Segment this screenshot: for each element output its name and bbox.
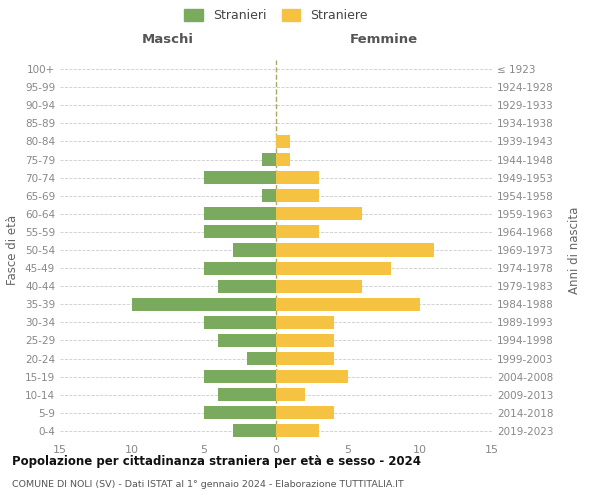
Bar (204, 262, 276, 274)
Text: Popolazione per cittadinanza straniera per età e sesso - 2024: Popolazione per cittadinanza straniera p… (12, 455, 421, 468)
Bar (276, 153, 290, 166)
Bar (233, 424, 276, 438)
Bar (247, 352, 276, 365)
Bar (218, 280, 276, 292)
Text: COMUNE DI NOLI (SV) - Dati ISTAT al 1° gennaio 2024 - Elaborazione TUTTITALIA.IT: COMUNE DI NOLI (SV) - Dati ISTAT al 1° g… (12, 480, 404, 489)
Bar (276, 135, 290, 148)
Bar (204, 370, 276, 383)
Bar (218, 388, 276, 402)
Bar (276, 424, 319, 438)
Bar (276, 244, 434, 256)
Bar (276, 406, 334, 420)
Bar (204, 226, 276, 238)
Bar (218, 334, 276, 347)
Bar (276, 388, 305, 402)
Text: Femmine: Femmine (350, 32, 418, 46)
Bar (276, 280, 362, 292)
Bar (276, 370, 348, 383)
Bar (132, 298, 276, 311)
Bar (276, 171, 319, 184)
Bar (276, 316, 334, 329)
Text: Maschi: Maschi (142, 32, 194, 46)
Bar (204, 316, 276, 329)
Bar (204, 406, 276, 420)
Y-axis label: Fasce di età: Fasce di età (7, 215, 19, 285)
Bar (276, 352, 334, 365)
Bar (262, 153, 276, 166)
Bar (276, 262, 391, 274)
Y-axis label: Anni di nascita: Anni di nascita (568, 206, 581, 294)
Bar (276, 208, 362, 220)
Legend: Stranieri, Straniere: Stranieri, Straniere (181, 6, 371, 26)
Bar (276, 189, 319, 202)
Bar (276, 226, 319, 238)
Bar (233, 244, 276, 256)
Bar (204, 208, 276, 220)
Bar (204, 171, 276, 184)
Bar (276, 298, 420, 311)
Bar (262, 189, 276, 202)
Bar (276, 334, 334, 347)
